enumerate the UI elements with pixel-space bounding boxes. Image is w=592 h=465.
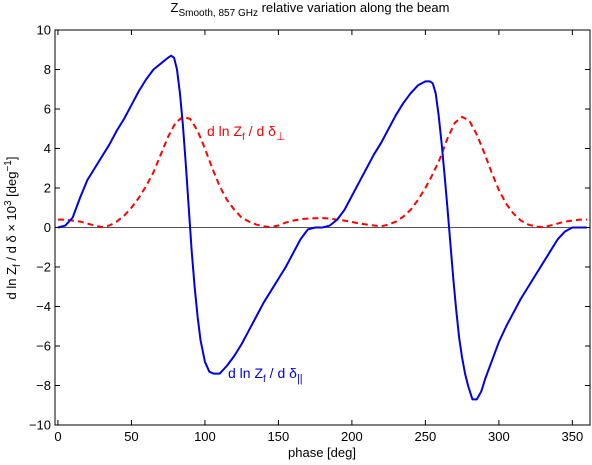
x-axis-label: phase [deg]: [288, 445, 356, 460]
y-tick-label: −10: [29, 418, 51, 433]
y-tick-label: 10: [37, 23, 51, 38]
y-tick-label: 2: [44, 181, 51, 196]
y-axis-ticks: −10 −8 −6 −4 −2 0 2 4 6 8 10: [29, 23, 590, 433]
x-tick-label: 0: [54, 429, 61, 444]
y-tick-label: 4: [44, 141, 51, 156]
y-tick-label: 8: [44, 62, 51, 77]
x-tick-label: 100: [194, 429, 216, 444]
series-group: [57, 54, 588, 401]
series-label-parallel: d ln Zf / d δ||: [228, 365, 303, 385]
x-tick-label: 250: [415, 429, 437, 444]
y-tick-label: −4: [36, 299, 51, 314]
y-tick-label: −6: [36, 339, 51, 354]
x-tick-label: 300: [488, 429, 510, 444]
y-tick-label: −8: [36, 378, 51, 393]
y-tick-label: 6: [44, 102, 51, 117]
series-line-perpendicular: [57, 115, 588, 229]
x-tick-label: 350: [562, 429, 584, 444]
series-line-parallel: [57, 54, 588, 401]
title-rest: relative variation along the beam: [258, 0, 450, 15]
y-tick-label: 0: [44, 220, 51, 235]
y-axis-label: d ln Zf / d δ × 103 [deg−1]: [3, 156, 23, 299]
title-main: Z: [171, 0, 179, 15]
y-tick-label: −2: [36, 260, 51, 275]
series-label-perpendicular: d ln Zf / d δ⊥: [207, 123, 286, 143]
x-tick-label: 150: [268, 429, 290, 444]
x-tick-label: 200: [341, 429, 363, 444]
title-subscript: Smooth, 857 GHz: [178, 8, 257, 19]
x-axis-ticks: 0 50 100 150 200 250 300 350: [54, 30, 583, 444]
chart-title: ZSmooth, 857 GHz relative variation alon…: [171, 0, 450, 19]
x-tick-label: 50: [124, 429, 138, 444]
